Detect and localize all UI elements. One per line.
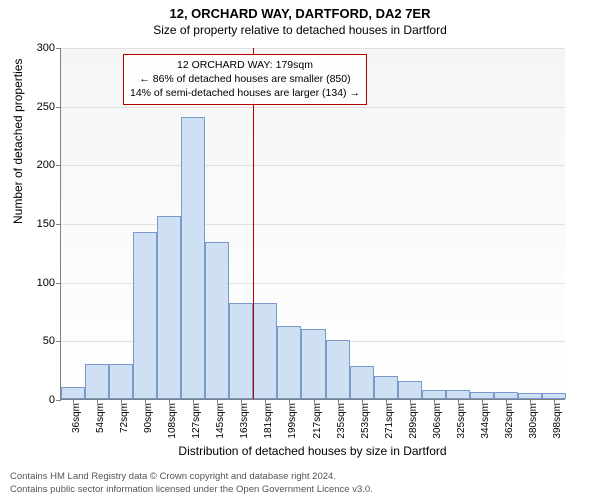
histogram-bar (446, 390, 470, 399)
histogram-bar (470, 392, 494, 399)
gridline (61, 165, 565, 166)
annotation-line: ← 86% of detached houses are smaller (85… (130, 72, 360, 86)
x-tick-label: 163sqm (239, 403, 250, 439)
y-axis-label: Number of detached properties (11, 59, 25, 224)
histogram-bar (350, 366, 374, 399)
x-tick-label: 54sqm (95, 403, 106, 433)
x-tick-label: 271sqm (384, 403, 395, 439)
histogram-bar (277, 326, 301, 399)
histogram-bar (253, 303, 277, 399)
histogram-bar (85, 364, 109, 399)
y-tick-mark (56, 48, 61, 49)
histogram-bar (61, 387, 85, 399)
y-tick-mark (56, 107, 61, 108)
x-tick-label: 344sqm (480, 403, 491, 439)
annotation-line: 14% of semi-detached houses are larger (… (130, 86, 360, 100)
x-axis-label: Distribution of detached houses by size … (60, 444, 565, 458)
x-tick-label: 127sqm (191, 403, 202, 439)
y-tick-mark (56, 165, 61, 166)
chart-container: 12, ORCHARD WAY, DARTFORD, DA2 7ER Size … (0, 0, 600, 500)
x-tick-label: 181sqm (263, 403, 274, 439)
plot-area: 05010015020025030036sqm54sqm72sqm90sqm10… (60, 48, 565, 400)
histogram-bar (133, 232, 157, 399)
y-tick-mark (56, 400, 61, 401)
histogram-bar (229, 303, 253, 399)
histogram-bar (205, 242, 229, 399)
histogram-bar (326, 340, 350, 399)
histogram-bar (494, 392, 518, 399)
x-tick-label: 199sqm (287, 403, 298, 439)
credits-line-2: Contains public sector information licen… (10, 484, 590, 496)
y-tick-mark (56, 341, 61, 342)
histogram-bar (374, 376, 398, 399)
histogram-bar (301, 329, 325, 399)
y-tick-mark (56, 224, 61, 225)
x-tick-label: 217sqm (312, 403, 323, 439)
gridline (61, 107, 565, 108)
x-tick-label: 72sqm (119, 403, 130, 433)
gridline (61, 48, 565, 49)
x-tick-label: 306sqm (432, 403, 443, 439)
credits: Contains HM Land Registry data © Crown c… (10, 471, 590, 496)
histogram-bar (398, 381, 422, 399)
gridline (61, 224, 565, 225)
histogram-bar (157, 216, 181, 399)
y-tick-mark (56, 283, 61, 284)
histogram-bar (109, 364, 133, 399)
annotation-box: 12 ORCHARD WAY: 179sqm← 86% of detached … (123, 54, 367, 105)
histogram-bar (181, 117, 205, 399)
x-tick-label: 380sqm (528, 403, 539, 439)
annotation-line: 12 ORCHARD WAY: 179sqm (130, 58, 360, 72)
chart-title: 12, ORCHARD WAY, DARTFORD, DA2 7ER (0, 0, 600, 21)
x-tick-label: 362sqm (504, 403, 515, 439)
credits-line-1: Contains HM Land Registry data © Crown c… (10, 471, 590, 483)
x-tick-label: 36sqm (71, 403, 82, 433)
x-tick-label: 108sqm (167, 403, 178, 439)
x-tick-label: 289sqm (408, 403, 419, 439)
x-tick-label: 235sqm (336, 403, 347, 439)
x-tick-label: 253sqm (360, 403, 371, 439)
x-tick-label: 398sqm (552, 403, 563, 439)
x-tick-label: 145sqm (215, 403, 226, 439)
chart-subtitle: Size of property relative to detached ho… (0, 21, 600, 37)
x-tick-label: 90sqm (143, 403, 154, 433)
x-tick-label: 325sqm (456, 403, 467, 439)
histogram-bar (422, 390, 446, 399)
chart-area: 05010015020025030036sqm54sqm72sqm90sqm10… (60, 48, 565, 400)
